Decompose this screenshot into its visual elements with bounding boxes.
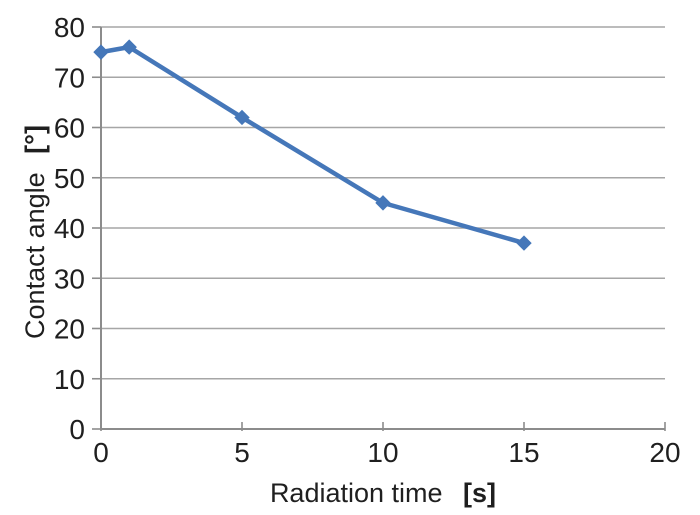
tick-marks [92,26,666,431]
y-tick-label: 60 [54,113,85,144]
x-axis-title-unit: [s] [463,478,496,508]
y-tick-label: 70 [54,62,85,93]
y-tick-label: 10 [54,364,85,395]
x-tick-label: 0 [93,437,109,468]
y-tick-label: 40 [54,213,85,244]
data-point-marker [375,195,391,211]
y-tick-label: 30 [54,263,85,294]
x-tick-label: 5 [234,437,250,468]
data-point-marker [121,39,137,55]
x-tick-label: 10 [367,437,398,468]
data-point-marker [234,109,250,126]
data-series [93,39,532,251]
x-axis-title: Radiation time [s] [270,478,496,508]
y-axis-title-unit: [°] [20,125,50,154]
x-tick-label: 15 [508,437,539,468]
data-point-marker [516,235,532,251]
y-axis-title: Contact angle [°] [20,125,50,339]
gridlines [101,26,665,380]
x-tick-label: 20 [649,437,680,468]
y-axis-title-text: Contact angle [20,172,50,339]
y-tick-label: 0 [69,414,85,445]
y-tick-label: 20 [54,314,85,345]
y-tick-label: 80 [54,12,85,43]
y-tick-label: 50 [54,163,85,194]
x-axis-title-text: Radiation time [270,478,443,508]
data-point-marker [93,44,109,60]
tick-labels: 0 10 20 30 40 50 60 70 80 0 5 10 15 20 [54,12,681,468]
